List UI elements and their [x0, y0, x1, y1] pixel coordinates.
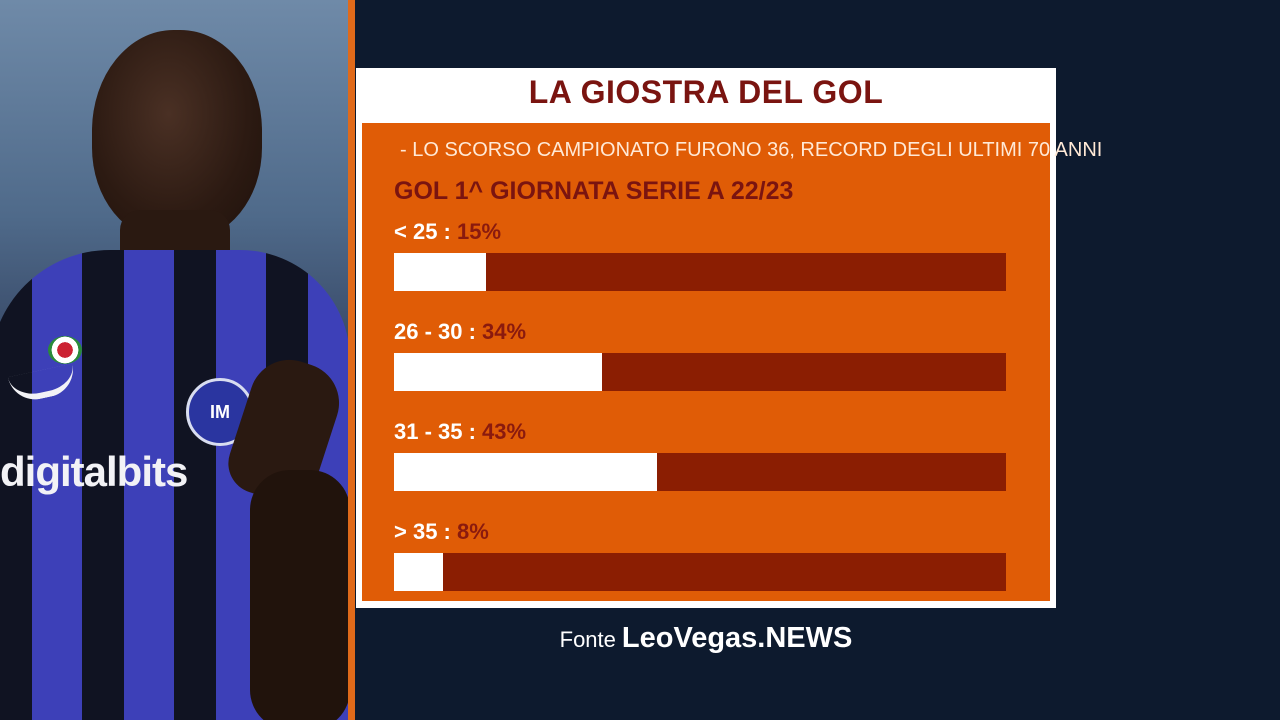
- stats-card: LA GIOSTRA DEL GOL - LO SCORSO CAMPIONAT…: [356, 68, 1102, 608]
- bar: [394, 453, 657, 491]
- bar-label: 31 - 35 : 43%: [394, 419, 526, 445]
- bar-label: < 25 : 15%: [394, 219, 501, 245]
- bar-track: [394, 453, 1006, 491]
- bar: [394, 353, 602, 391]
- bar-value-label: 8%: [456, 519, 489, 544]
- source-brand: LeoVegas.NEWS: [621, 622, 853, 654]
- bar: [394, 253, 486, 291]
- bar-category: 31 - 35 :: [394, 419, 483, 444]
- bar-category: > 35 :: [394, 519, 457, 544]
- bar-value-label: 34%: [482, 319, 527, 344]
- bar-value-label: 43%: [482, 419, 527, 444]
- bar-track: [394, 253, 1006, 291]
- source-credit: Fonte LeoVegas.NEWS: [356, 622, 1056, 655]
- player-arm: [250, 470, 348, 720]
- bar-value-label: 15%: [456, 219, 502, 244]
- bar: [394, 553, 443, 591]
- orange-divider: [348, 0, 355, 720]
- record-note: - LO SCORSO CAMPIONATO FURONO 36, RECORD…: [400, 139, 1103, 161]
- card-title: LA GIOSTRA DEL GOL: [528, 74, 884, 110]
- source-label: Fonte: [559, 627, 616, 652]
- chart-subtitle: GOL 1^ GIORNATA SERIE A 22/23: [394, 177, 794, 205]
- bar-label: 26 - 30 : 34%: [394, 319, 526, 345]
- player-head: [92, 30, 262, 240]
- player-photo: IM digitalbits: [0, 0, 348, 720]
- chart-panel: - LO SCORSO CAMPIONATO FURONO 36, RECORD…: [362, 123, 1102, 601]
- bar-category: 26 - 30 :: [394, 319, 483, 344]
- shirt-sponsor-text: digitalbits: [0, 448, 188, 495]
- coccarda-icon: [48, 336, 82, 364]
- bar-category: < 25 :: [394, 219, 457, 244]
- bar-label: > 35 : 8%: [394, 519, 489, 545]
- bar-track: [394, 553, 1006, 591]
- bar-track: [394, 353, 1006, 391]
